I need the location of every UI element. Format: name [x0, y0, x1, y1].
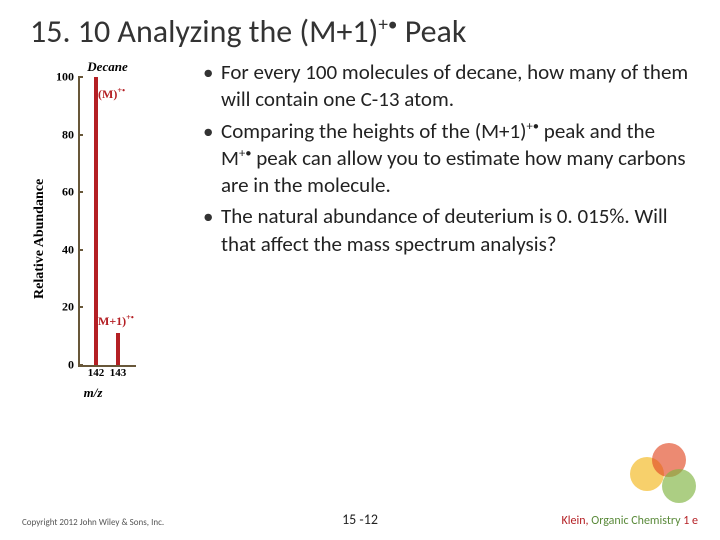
y-tick-label: 100 — [56, 70, 80, 85]
title-sup: +• — [378, 13, 397, 36]
title-text-a: Analyzing the (M+1) — [117, 12, 378, 51]
peak-label: (M+1)+• — [94, 313, 134, 329]
book-citation: Klein, Organic Chemistry 1 e — [562, 514, 698, 528]
x-axis-label: m/z — [50, 385, 136, 401]
book-title: Organic Chemistry — [591, 514, 683, 528]
x-tick-label: 143 — [110, 365, 127, 379]
footer: Copyright 2012 John Wiley & Sons, Inc. 1… — [0, 514, 720, 528]
publisher-logo — [630, 443, 700, 505]
book-author: Klein, — [562, 514, 592, 528]
chart-axes: 020406080100142143(M)+•(M+1)+• m/z — [50, 77, 136, 401]
mass-spectrum-chart: Decane Relative Abundance 02040608010014… — [30, 59, 185, 401]
bullet-item: For every 100 molecules of decane, how m… — [203, 59, 690, 114]
main-content: Decane Relative Abundance 02040608010014… — [0, 59, 720, 401]
bullet-item: Comparing the heights of the (M+1)+• pea… — [203, 118, 690, 200]
section-number: 15. 10 — [30, 12, 110, 51]
title-text-b: Peak — [397, 12, 466, 51]
page-number: 15 -12 — [342, 511, 378, 528]
x-tick-label: 142 — [88, 365, 105, 379]
y-axis-label: Relative Abundance — [30, 77, 50, 401]
logo-circle — [662, 469, 696, 503]
peak-label: (M)+• — [98, 86, 125, 102]
book-edition: 1 e — [683, 514, 698, 528]
chart-title: Decane — [30, 59, 185, 75]
spectrum-bar — [116, 333, 120, 365]
slide-title: 15. 10 Analyzing the (M+1)+• Peak — [0, 0, 720, 59]
plot-area: 020406080100142143(M)+•(M+1)+• — [78, 77, 136, 367]
copyright-text: Copyright 2012 John Wiley & Sons, Inc. — [22, 517, 164, 528]
bullet-list: For every 100 molecules of decane, how m… — [185, 59, 690, 401]
bullet-item: The natural abundance of deuterium is 0.… — [203, 203, 690, 258]
